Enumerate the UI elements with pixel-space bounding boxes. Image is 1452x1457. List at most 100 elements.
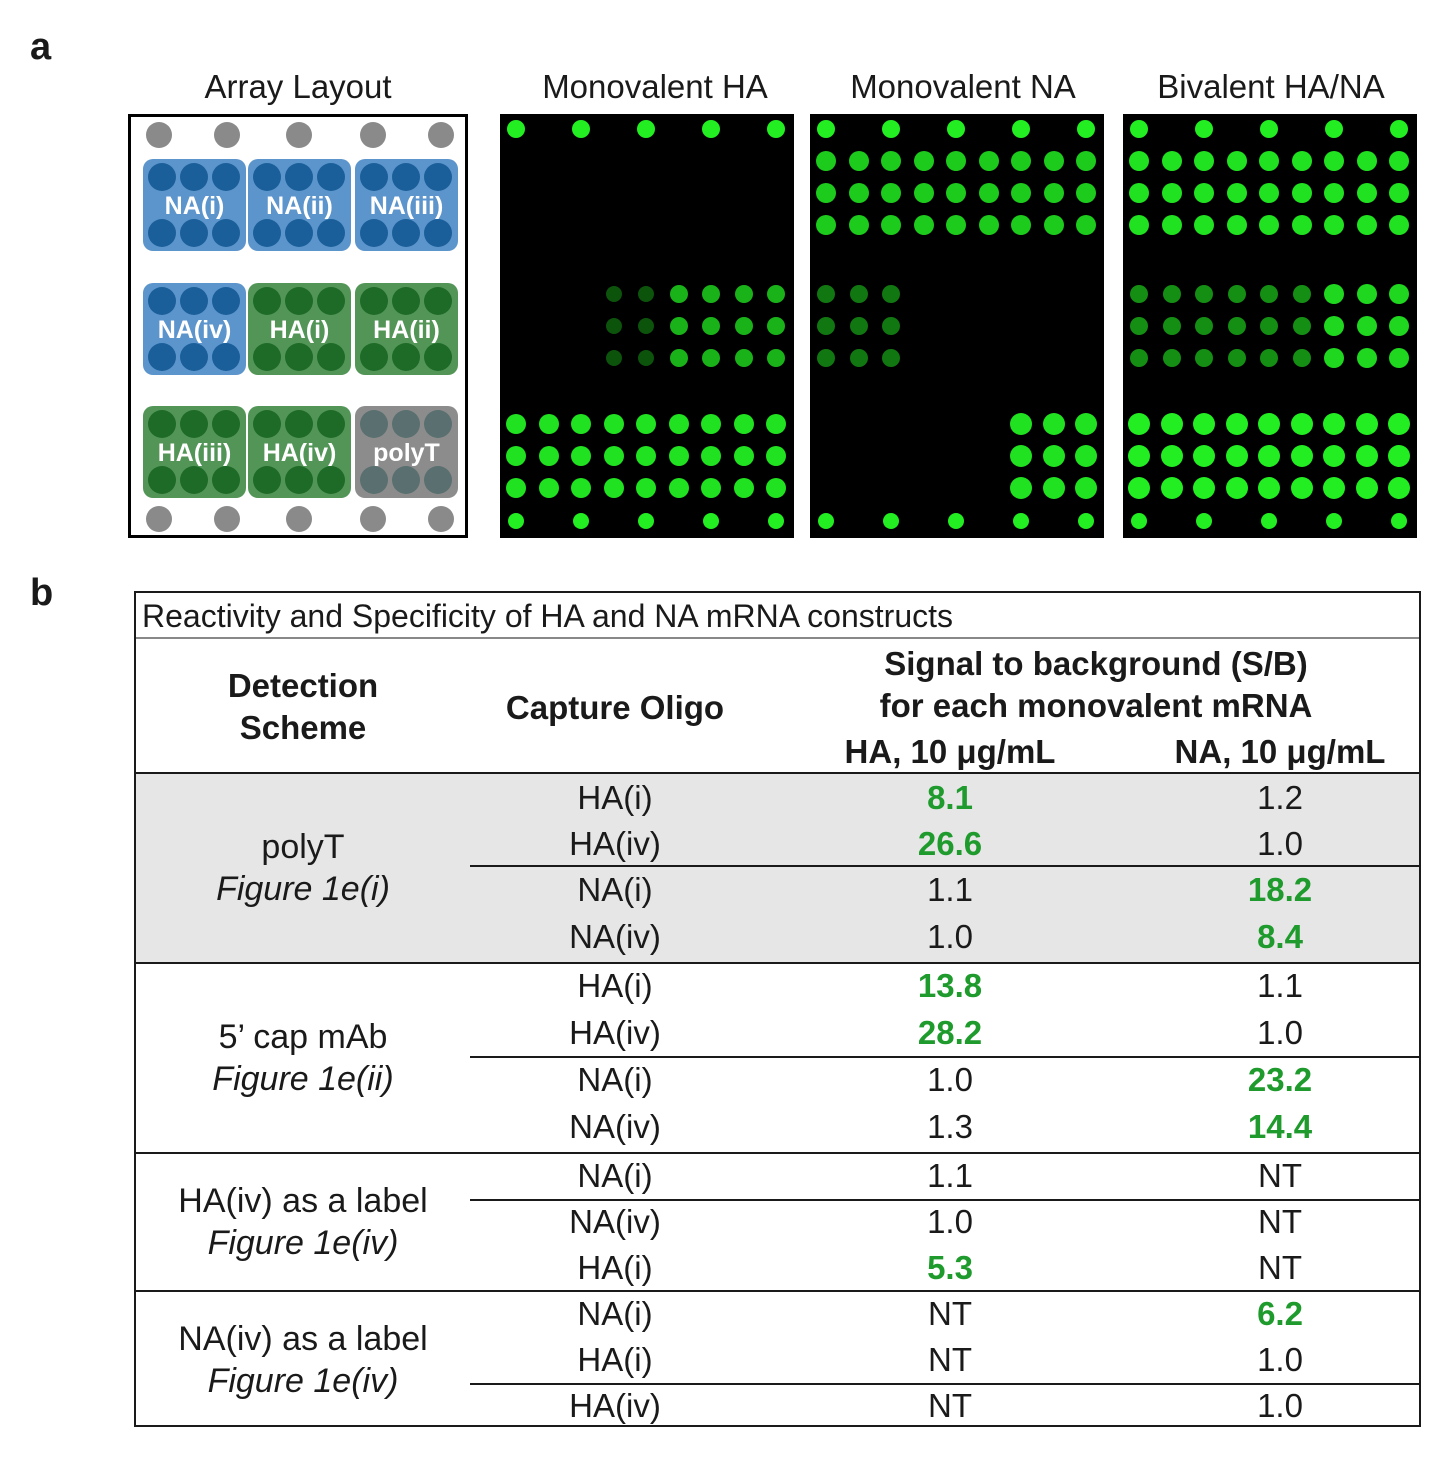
signal-spot: [1227, 183, 1247, 203]
signal-spot: [1128, 413, 1150, 435]
signal-spot: [849, 183, 869, 203]
signal-spot: [638, 318, 654, 334]
ha-value-cell: 1.1: [927, 871, 973, 908]
figure-reference: Figure 1e(iv): [207, 1362, 399, 1400]
signal-spot: [914, 183, 934, 203]
signal-spot: [1193, 445, 1215, 467]
capture-spot: [253, 219, 281, 247]
signal-spot: [1357, 151, 1377, 171]
signal-spot: [946, 183, 966, 203]
header-signal-line1: Signal to background (S/B): [884, 645, 1308, 682]
na-value-cell: 1.2: [1257, 779, 1303, 816]
signal-spot: [1010, 413, 1032, 435]
capture-group-label: NA(iii): [370, 192, 444, 220]
signal-spot: [1228, 349, 1246, 367]
na-value-cell: 14.4: [1247, 1108, 1313, 1145]
signal-spot: [1075, 477, 1097, 499]
capture-oligo-cell: HA(i): [577, 1341, 653, 1378]
capture-spot: [392, 287, 420, 315]
capture-spot: [392, 219, 420, 247]
signal-spot: [1044, 215, 1064, 235]
signal-spot: [1012, 120, 1030, 138]
capture-group-label: polyT: [373, 439, 440, 467]
signal-spot: [734, 414, 754, 434]
signal-spot: [1043, 445, 1065, 467]
signal-spot: [1044, 151, 1064, 171]
reference-spot: [214, 122, 240, 148]
signal-spot: [636, 446, 656, 466]
signal-spot: [1228, 317, 1246, 335]
signal-spot: [507, 120, 525, 138]
signal-spot: [1195, 317, 1213, 335]
row-divider: [470, 1199, 1421, 1201]
header-scheme-line2: Scheme: [239, 709, 367, 746]
capture-spot: [360, 466, 388, 494]
signal-spot: [882, 120, 900, 138]
signal-spot: [1076, 151, 1096, 171]
group-divider: [136, 1152, 1419, 1154]
signal-spot: [1043, 413, 1065, 435]
na-value-cell: 18.2: [1247, 871, 1313, 908]
signal-spot: [703, 513, 719, 529]
capture-oligo-cell: NA(iv): [569, 1108, 661, 1145]
capture-oligo-cell: HA(i): [577, 779, 653, 816]
signal-spot: [1260, 285, 1278, 303]
header-capture-oligo: Capture Oligo: [505, 689, 725, 726]
signal-spot: [816, 151, 836, 171]
capture-spot: [212, 343, 240, 371]
signal-spot: [670, 349, 688, 367]
signal-spot: [768, 513, 784, 529]
signal-spot: [1226, 445, 1248, 467]
signal-spot: [1356, 413, 1378, 435]
capture-group-label: HA(iii): [158, 439, 232, 467]
capture-spot: [180, 287, 208, 315]
ha-value-cell: 1.0: [927, 1203, 973, 1240]
ha-value-cell: 26.6: [917, 825, 983, 862]
na-value-cell: 6.2: [1257, 1295, 1303, 1332]
signal-spot: [1193, 477, 1215, 499]
signal-spot: [701, 414, 721, 434]
capture-oligo-cell: NA(i): [577, 1061, 653, 1098]
capture-spot: [148, 410, 176, 438]
na-value-cell: 23.2: [1247, 1061, 1313, 1098]
capture-spot: [317, 287, 345, 315]
signal-spot: [1323, 477, 1345, 499]
signal-spot: [850, 285, 868, 303]
signal-spot: [1260, 120, 1278, 138]
signal-spot: [734, 478, 754, 498]
signal-spot: [979, 151, 999, 171]
signal-spot: [1128, 477, 1150, 499]
signal-spot: [1323, 413, 1345, 435]
signal-spot: [1291, 477, 1313, 499]
signal-spot: [702, 120, 720, 138]
signal-spot: [1324, 183, 1344, 203]
capture-spot: [148, 466, 176, 494]
reference-spot: [286, 506, 312, 532]
signal-spot: [1013, 513, 1029, 529]
signal-spot: [1196, 513, 1212, 529]
ha-value-cell: 1.0: [927, 918, 973, 955]
signal-spot: [735, 317, 753, 335]
signal-spot: [1291, 445, 1313, 467]
signal-spot: [948, 513, 964, 529]
reference-spot: [428, 506, 454, 532]
figure-reference: Figure 1e(i): [216, 870, 390, 908]
scan-bivalent-svg: [1128, 120, 1410, 529]
capture-spot: [317, 410, 345, 438]
signal-spot: [1228, 285, 1246, 303]
capture-spot: [392, 163, 420, 191]
signal-spot: [946, 215, 966, 235]
signal-spot: [1389, 215, 1409, 235]
signal-spot: [766, 478, 786, 498]
ha-value-cell: NT: [928, 1295, 972, 1332]
signal-spot: [1131, 513, 1147, 529]
capture-spot: [148, 163, 176, 191]
signal-spot: [606, 318, 622, 334]
ha-value-cell: 1.0: [927, 1061, 973, 1098]
capture-spot: [360, 343, 388, 371]
detection-scheme-cell: polyT Figure 1e(i): [136, 826, 470, 910]
capture-spot: [424, 343, 452, 371]
na-value-cell: 1.0: [1257, 1387, 1303, 1424]
signal-spot: [669, 478, 689, 498]
capture-spot: [212, 163, 240, 191]
